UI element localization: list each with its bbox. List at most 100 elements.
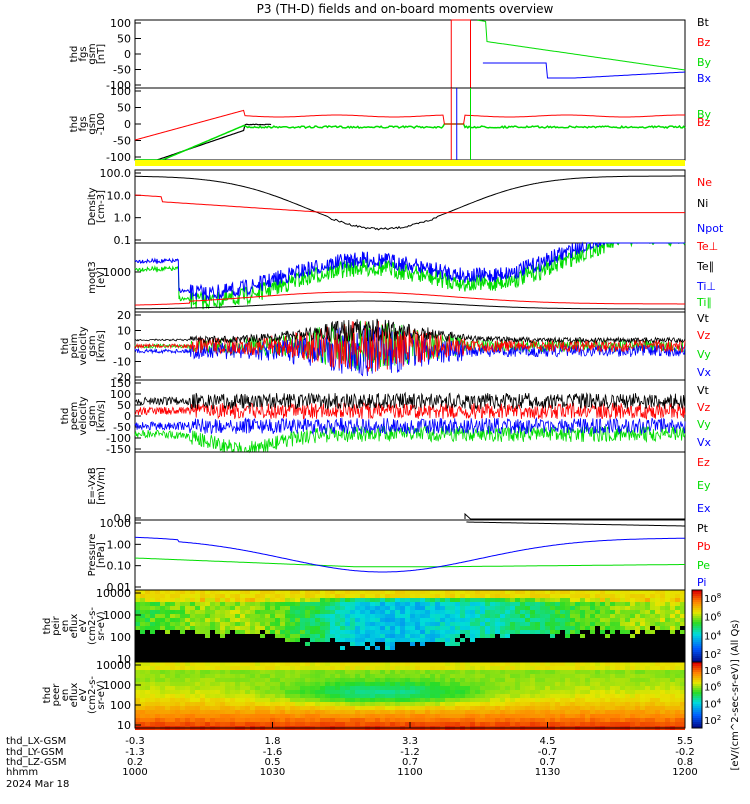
- spec-cell: [295, 602, 300, 606]
- spec-cell: [460, 722, 465, 726]
- spec-cell: [560, 602, 565, 606]
- spec-cell: [635, 598, 640, 602]
- spec-cell: [680, 686, 685, 690]
- spec-cell: [255, 706, 260, 710]
- spec-cell: [265, 710, 270, 714]
- y-tick-label: -50: [113, 421, 131, 434]
- spec-cell: [510, 702, 515, 706]
- spec-cell: [325, 610, 330, 614]
- spec-cell: [295, 698, 300, 702]
- spec-cell: [275, 610, 280, 614]
- spec-cell: [350, 714, 355, 718]
- spec-cell: [380, 678, 385, 682]
- spec-cell: [235, 634, 240, 638]
- spec-cell: [625, 678, 630, 682]
- spec-cell: [440, 694, 445, 698]
- spec-cell: [350, 686, 355, 690]
- spec-cell: [440, 690, 445, 694]
- spec-cell: [170, 590, 175, 594]
- spec-cell: [285, 658, 290, 662]
- spec-cell: [420, 666, 425, 670]
- spec-cell: [365, 626, 370, 630]
- spec-cell: [445, 714, 450, 718]
- spec-cell: [385, 654, 390, 658]
- spec-cell: [270, 626, 275, 630]
- colorbar-cell: [692, 596, 702, 598]
- spec-cell: [325, 694, 330, 698]
- spec-cell: [625, 646, 630, 650]
- spec-cell: [325, 650, 330, 654]
- spec-cell: [495, 610, 500, 614]
- x-tick-label: -1.6: [263, 747, 283, 758]
- spec-cell: [315, 618, 320, 622]
- spec-cell: [465, 598, 470, 602]
- spec-cell: [555, 614, 560, 618]
- spec-cell: [570, 654, 575, 658]
- spec-cell: [450, 650, 455, 654]
- spec-cell: [210, 646, 215, 650]
- spec-cell: [590, 722, 595, 726]
- spec-cell: [225, 722, 230, 726]
- spec-cell: [380, 662, 385, 666]
- spec-cell: [550, 602, 555, 606]
- spec-cell: [560, 718, 565, 722]
- spec-cell: [515, 678, 520, 682]
- spec-cell: [405, 622, 410, 626]
- spec-cell: [235, 646, 240, 650]
- spec-cell: [240, 706, 245, 710]
- spec-cell: [205, 602, 210, 606]
- spec-cell: [650, 618, 655, 622]
- spec-cell: [640, 602, 645, 606]
- spec-cell: [665, 598, 670, 602]
- spec-cell: [210, 690, 215, 694]
- spec-cell: [225, 718, 230, 722]
- spec-cell: [370, 634, 375, 638]
- spec-cell: [160, 590, 165, 594]
- spec-cell: [355, 686, 360, 690]
- spec-cell: [320, 654, 325, 658]
- spec-cell: [235, 618, 240, 622]
- spec-cell: [185, 682, 190, 686]
- colorbar-cell: [692, 590, 702, 592]
- legend-Vx: Vx: [697, 366, 712, 379]
- spec-cell: [200, 594, 205, 598]
- spec-cell: [450, 706, 455, 710]
- spec-cell: [660, 650, 665, 654]
- spec-cell: [305, 646, 310, 650]
- spec-cell: [510, 670, 515, 674]
- spec-cell: [415, 714, 420, 718]
- spec-cell: [590, 614, 595, 618]
- spec-cell: [435, 694, 440, 698]
- spec-cell: [135, 642, 140, 646]
- spec-cell: [570, 682, 575, 686]
- spec-cell: [145, 658, 150, 662]
- spec-cell: [260, 650, 265, 654]
- spec-cell: [365, 678, 370, 682]
- spec-cell: [460, 590, 465, 594]
- spec-cell: [390, 638, 395, 642]
- spec-cell: [340, 590, 345, 594]
- legend-Vy: Vy: [697, 418, 711, 431]
- spec-cell: [575, 702, 580, 706]
- spec-cell: [510, 654, 515, 658]
- spec-cell: [235, 682, 240, 686]
- spec-cell: [380, 638, 385, 642]
- spec-cell: [340, 714, 345, 718]
- spec-cell: [540, 706, 545, 710]
- spec-cell: [400, 718, 405, 722]
- y-axis-label: fgs: [78, 116, 89, 131]
- spec-cell: [160, 626, 165, 630]
- spec-cell: [640, 710, 645, 714]
- spec-cell: [315, 650, 320, 654]
- series-Pt: [466, 521, 685, 527]
- spec-cell: [180, 698, 185, 702]
- spec-cell: [160, 698, 165, 702]
- spec-cell: [250, 662, 255, 666]
- spec-cell: [220, 674, 225, 678]
- y-axis-label: en: [60, 689, 71, 702]
- spec-cell: [165, 702, 170, 706]
- spec-cell: [550, 722, 555, 726]
- spec-cell: [300, 694, 305, 698]
- spec-cell: [180, 622, 185, 626]
- spec-cell: [300, 654, 305, 658]
